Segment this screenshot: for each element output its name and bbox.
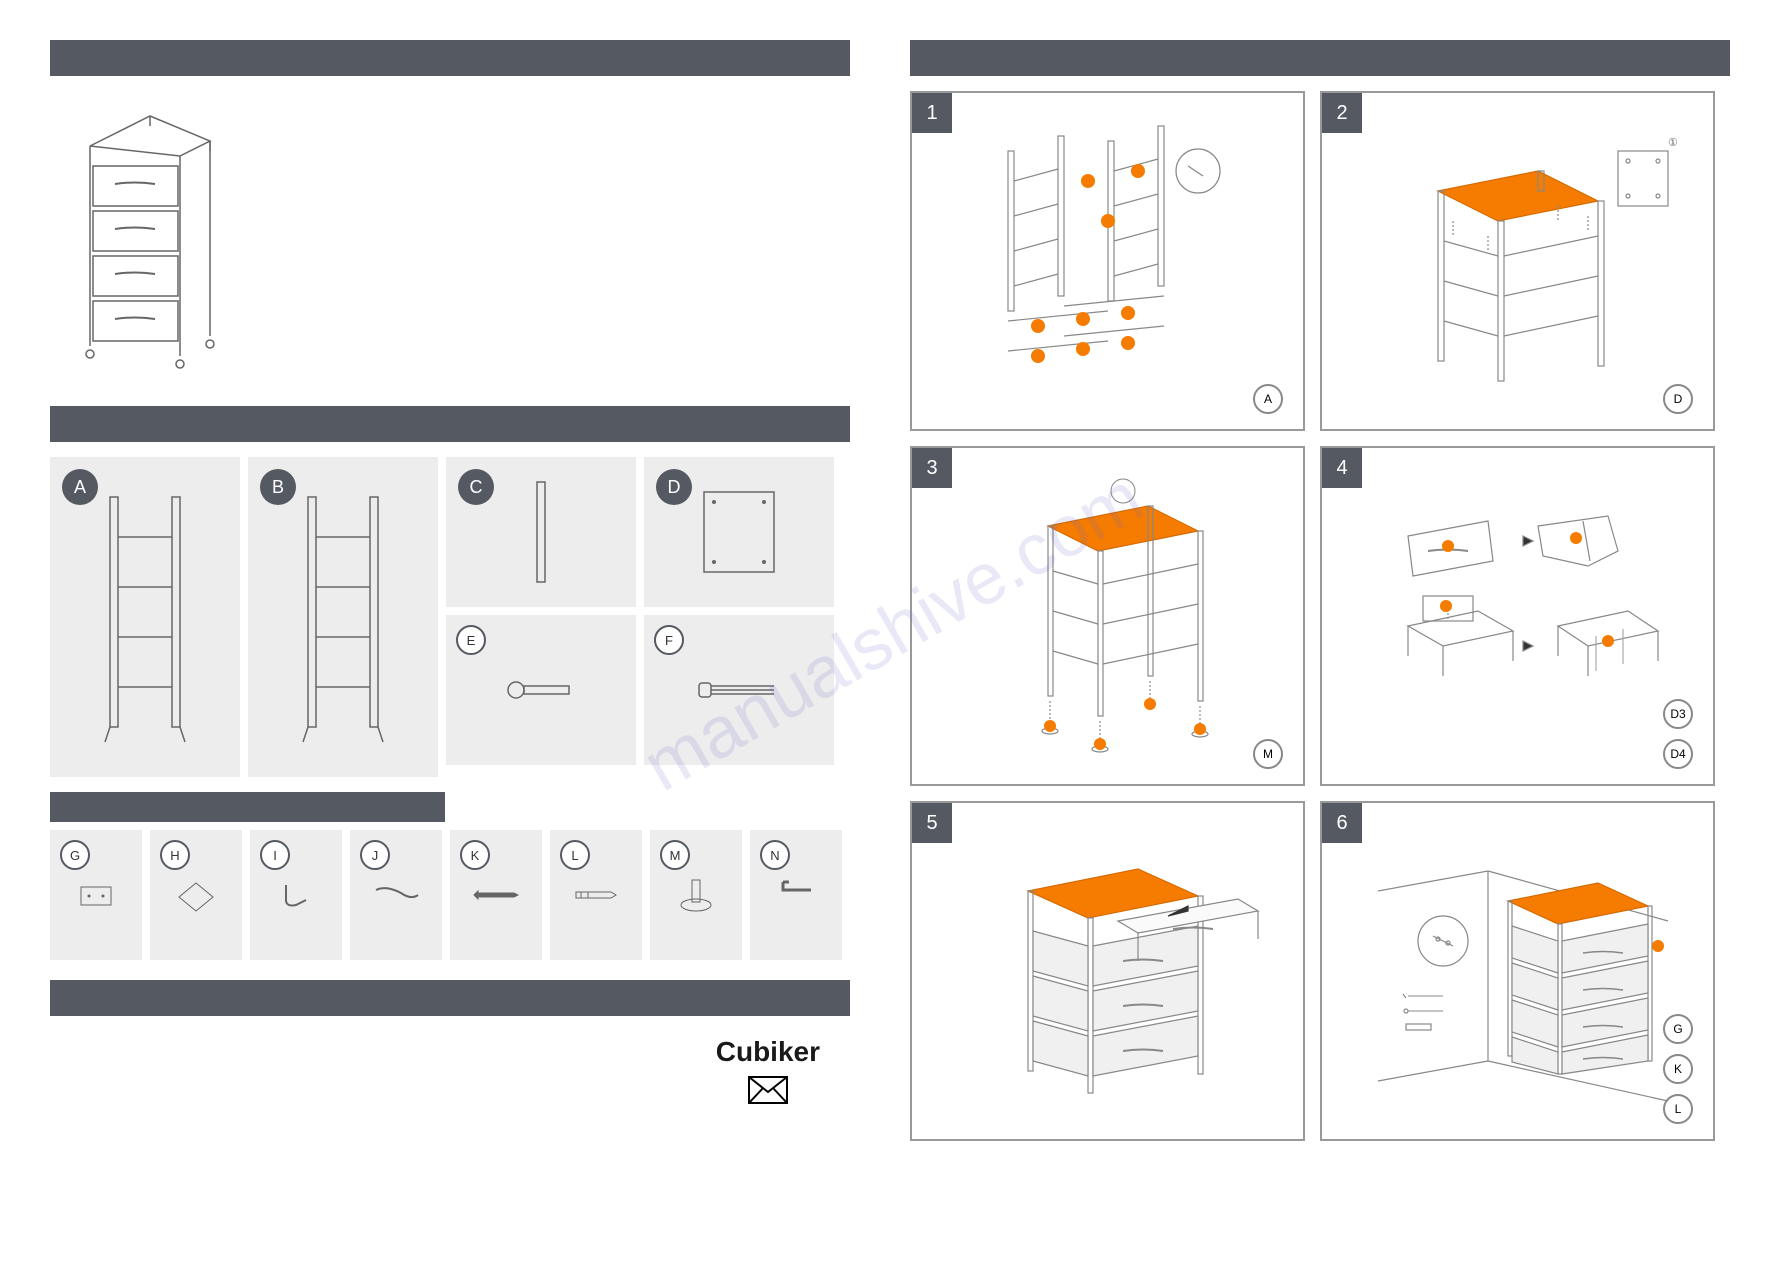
- part-f: F: [644, 615, 834, 765]
- step-ref: D3: [1663, 699, 1693, 729]
- part-h: H: [150, 830, 242, 960]
- part-n: N: [750, 830, 842, 960]
- left-column: A B C E D F: [50, 40, 850, 1223]
- product-section: [50, 76, 850, 406]
- step-5: 5: [910, 801, 1305, 1141]
- step-ref: A: [1253, 384, 1283, 414]
- header-bar-2: [50, 406, 850, 442]
- brand-logo: Cubiker: [716, 1036, 820, 1104]
- step-ref: D4: [1663, 739, 1693, 769]
- step-3: 3 M: [910, 446, 1305, 786]
- step-2: 2 ① D: [1320, 91, 1715, 431]
- part-badge-c: C: [458, 469, 494, 505]
- part-b: B: [248, 457, 438, 777]
- step-ref: K: [1663, 1054, 1693, 1084]
- parts-grid: A B C E D F: [50, 442, 850, 792]
- step-6: 6: [1320, 801, 1715, 1141]
- separator-bar: [50, 792, 445, 822]
- part-g: G: [50, 830, 142, 960]
- part-k: K: [450, 830, 542, 960]
- header-bar-1: [50, 40, 850, 76]
- step-ref: M: [1253, 739, 1283, 769]
- part-i: I: [250, 830, 342, 960]
- step-1: 1 A: [910, 91, 1305, 431]
- part-c: C: [446, 457, 636, 607]
- right-column: 1 A 2: [910, 40, 1730, 1223]
- small-parts-row: G H I J K L M N: [50, 830, 850, 960]
- part-l: L: [550, 830, 642, 960]
- step-ref: L: [1663, 1094, 1693, 1124]
- steps-grid: 1 A 2: [910, 76, 1730, 1156]
- header-bar-steps: [910, 40, 1730, 76]
- part-badge-b: B: [260, 469, 296, 505]
- part-e: E: [446, 615, 636, 765]
- part-circle-e: E: [456, 625, 486, 655]
- part-badge-d: D: [656, 469, 692, 505]
- product-illustration: [60, 96, 240, 376]
- header-bar-3: [50, 980, 850, 1016]
- part-d: D: [644, 457, 834, 607]
- svg-text:①: ①: [1668, 137, 1678, 149]
- part-m: M: [650, 830, 742, 960]
- step-ref: G: [1663, 1014, 1693, 1044]
- brand-name: Cubiker: [716, 1036, 820, 1068]
- part-circle-f: F: [654, 625, 684, 655]
- step-ref: D: [1663, 384, 1693, 414]
- part-j: J: [350, 830, 442, 960]
- part-badge-a: A: [62, 469, 98, 505]
- envelope-icon: [748, 1076, 788, 1104]
- part-a: A: [50, 457, 240, 777]
- step-4: 4 D4 D3: [1320, 446, 1715, 786]
- brand-section: Cubiker: [50, 1016, 850, 1124]
